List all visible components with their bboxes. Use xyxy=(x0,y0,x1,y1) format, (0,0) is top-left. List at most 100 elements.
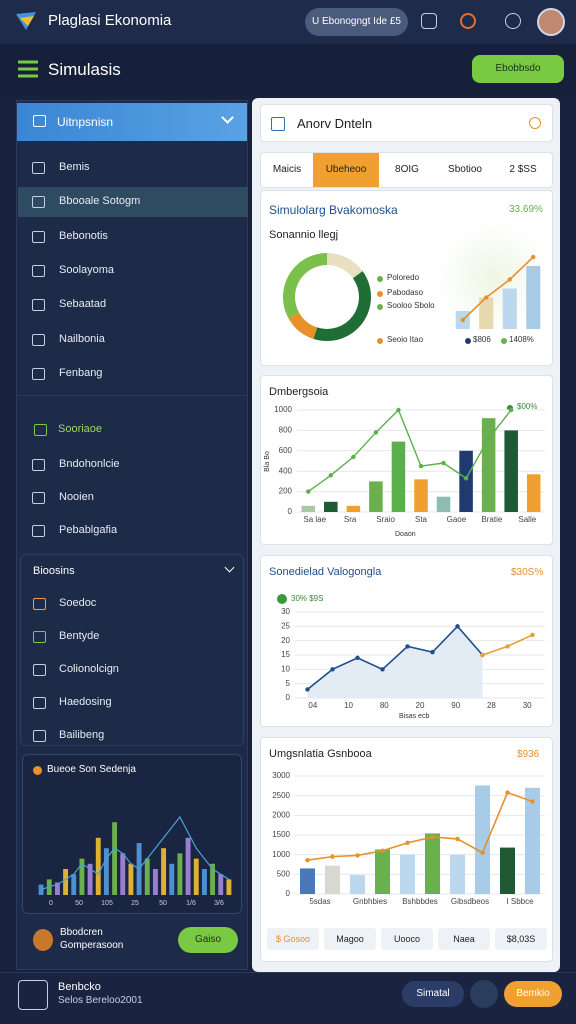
donut xyxy=(283,253,371,341)
y-tick-label: 200 xyxy=(279,487,293,496)
card-button[interactable]: Gaiso xyxy=(178,927,238,953)
footer-button[interactable]: Simatal xyxy=(402,981,464,1007)
bar xyxy=(177,853,183,895)
icon-button[interactable] xyxy=(529,117,541,129)
bar xyxy=(450,854,465,894)
point xyxy=(505,644,510,649)
legend-label: $00% xyxy=(517,402,538,411)
x-tick-label: Gibsdbeos xyxy=(451,897,489,906)
nav-item[interactable]: Colionolcign xyxy=(21,657,243,685)
bar xyxy=(526,474,541,512)
search-pill[interactable]: U Ebonogngt Ide £5 xyxy=(305,8,408,36)
top-bar xyxy=(0,0,576,44)
chart: 0 50 105 25 50 1/6 3/6 xyxy=(38,815,232,907)
y-tick-label: 30 xyxy=(281,607,290,616)
tab[interactable]: 8OIG xyxy=(395,164,419,175)
bar xyxy=(152,869,158,895)
point xyxy=(405,644,410,649)
icon xyxy=(32,459,45,471)
line xyxy=(462,256,534,321)
donut-slice xyxy=(288,312,318,339)
tab[interactable]: Sbotioo xyxy=(448,164,482,175)
x-tick-label: Sraio xyxy=(376,515,395,524)
point xyxy=(508,407,514,413)
icon xyxy=(271,117,285,131)
nav-label: Sebaatad xyxy=(59,298,107,311)
note-label: 1408% xyxy=(509,335,534,344)
nav-item[interactable]: Pebablgafia xyxy=(18,517,248,545)
bar xyxy=(324,501,338,512)
icon xyxy=(33,730,46,742)
point xyxy=(396,407,401,413)
line xyxy=(307,791,533,861)
x-tick-label: 04 xyxy=(308,701,317,710)
point xyxy=(430,649,435,655)
x-tick-label: 25 xyxy=(131,900,139,907)
point xyxy=(373,430,379,435)
bar xyxy=(425,833,440,894)
nav-item[interactable]: Nooien xyxy=(18,484,248,512)
point xyxy=(351,454,356,460)
nav-label: Pebablgafia xyxy=(59,524,118,536)
point xyxy=(486,436,491,441)
simulation-card: Simulolarg Bvakomoska 33.69% Sonannio lleg… xyxy=(260,190,553,366)
nav-item[interactable]: Bbooale Sotogm xyxy=(18,187,248,218)
y-tick-label: 2000 xyxy=(272,810,290,819)
avatar[interactable] xyxy=(537,8,565,36)
bar xyxy=(436,496,451,512)
nav-item[interactable]: Nailbonia xyxy=(18,325,248,355)
card-title: Simulolarg Bvakomoska xyxy=(269,203,398,217)
nav-item[interactable]: Bentyde xyxy=(21,624,243,652)
nav-item[interactable]: Sebaatad xyxy=(18,290,248,320)
tab[interactable]: Ubeheoo xyxy=(313,153,379,187)
bar xyxy=(459,450,473,512)
nav-item[interactable]: Bemis xyxy=(18,153,248,183)
icon-button[interactable] xyxy=(505,13,521,29)
icon-button[interactable] xyxy=(421,13,437,29)
nav-label: Bbooale Sotogm xyxy=(59,195,141,208)
footer-button[interactable]: Bemkio xyxy=(504,981,562,1007)
bar xyxy=(500,847,515,894)
point xyxy=(430,834,435,840)
bar xyxy=(525,787,540,894)
bar xyxy=(301,505,316,512)
note-dot xyxy=(501,338,507,344)
point xyxy=(480,850,485,855)
bar xyxy=(193,858,199,895)
nav-item[interactable]: Fenbang xyxy=(18,359,248,389)
header-title: Anorv Dnteln xyxy=(297,116,373,131)
nav-item[interactable]: Bailibeng xyxy=(21,723,243,751)
header-card: Anorv Dnteln xyxy=(260,104,553,142)
bar xyxy=(144,858,150,895)
x-tick-label: 3/6 xyxy=(214,900,224,907)
nav-item[interactable]: Soedoc xyxy=(21,591,243,619)
tab[interactable]: 2 $SS xyxy=(509,164,537,175)
y-tick-label: 1500 xyxy=(272,830,290,839)
page-title: Simulasis xyxy=(48,60,121,79)
icon-button[interactable] xyxy=(470,980,498,1008)
icon-button[interactable] xyxy=(460,13,476,29)
footer-title: Benbcko xyxy=(58,981,101,993)
nav-item[interactable]: Bebonotis xyxy=(18,222,248,252)
menu-icon xyxy=(18,60,38,78)
tab[interactable]: Maicis xyxy=(272,164,302,175)
x-tick-label: Sta xyxy=(415,515,428,524)
bar xyxy=(169,863,175,895)
point xyxy=(330,854,335,859)
nav-item[interactable]: Haedosing xyxy=(21,690,243,718)
line-chart-card: Sonedielad Valogongla $30S% 30% $9S 0 5 10 15 2… xyxy=(260,555,553,727)
sidebar-card: Bbodcren Gomperasoon Gaiso xyxy=(17,919,247,969)
coin-icon xyxy=(33,929,53,951)
icon xyxy=(32,230,45,243)
nav-label: Soolayoma xyxy=(59,263,115,276)
icon xyxy=(32,162,45,174)
nav-item[interactable]: Soolayoma xyxy=(18,256,248,286)
primary-button[interactable]: Ebobbsdo xyxy=(472,55,564,83)
nav-item[interactable]: Bndohonlcie xyxy=(18,451,248,479)
x-tick-label: Bshbbdes xyxy=(402,897,438,906)
nav-label: Bebonotis xyxy=(59,229,108,242)
nav-label: Bndohonlcie xyxy=(59,458,120,470)
chart: 0 5 10 15 20 25 30 04 10 80 20 90 28 30 xyxy=(281,607,545,710)
point xyxy=(505,790,510,795)
